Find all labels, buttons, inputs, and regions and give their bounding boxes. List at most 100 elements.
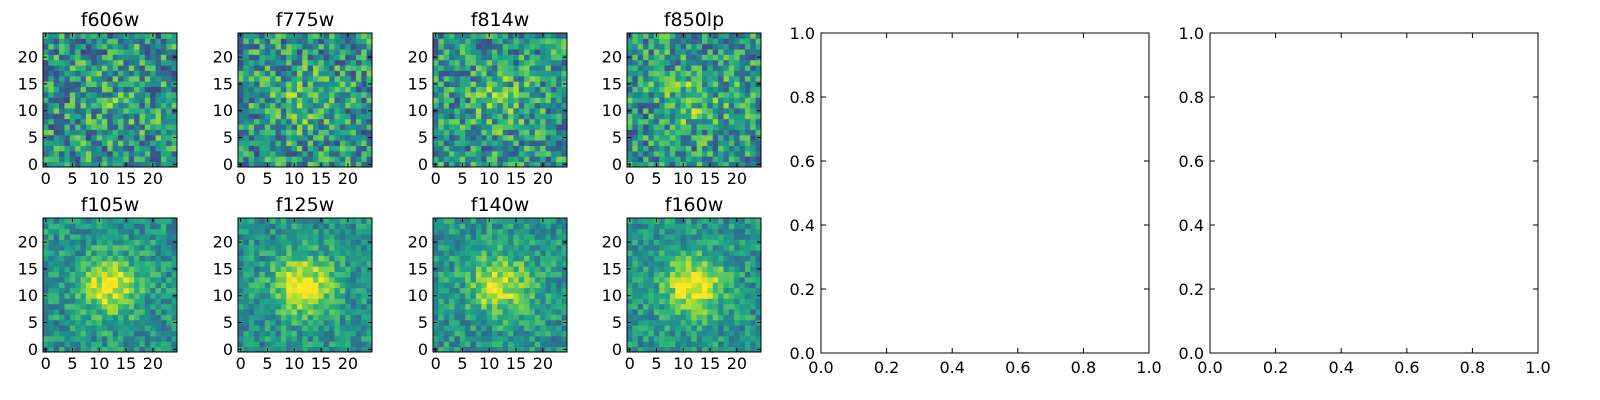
pixel [438,276,445,283]
pixel [307,250,314,256]
pixel [64,65,71,71]
pixel [91,129,97,136]
pixel [296,287,303,294]
pixel [475,298,482,305]
pixel [755,271,762,278]
pixel [150,118,156,125]
pixel [433,145,439,152]
pixel [750,161,757,168]
pixel [718,65,724,71]
pixel [475,228,482,235]
pixel [243,81,250,87]
pixel [502,91,509,98]
pixel [545,309,552,315]
pixel [302,108,309,114]
pixel [355,156,362,163]
pixel [53,325,60,331]
pixel [139,228,146,235]
pixel [459,59,466,66]
pixel [59,271,65,278]
pixel [350,97,357,104]
pixel [454,234,461,240]
pixel [101,255,108,262]
pixel [171,335,178,342]
pixel [291,43,298,50]
pixel [123,250,130,256]
pixel [248,239,255,246]
pixel [302,271,309,278]
pixel [80,271,87,278]
pixel [128,314,135,321]
pixel [643,314,649,321]
pixel [150,134,156,141]
pixel [443,75,450,82]
pixel [118,134,124,141]
pixel [64,335,71,342]
pixel [669,124,676,130]
pixel [128,341,135,348]
pixel [334,150,341,157]
pixel [707,97,714,104]
pixel [443,129,450,136]
pixel [75,49,81,55]
pixel [739,97,746,104]
pixel [264,309,271,315]
pixel [728,140,735,146]
pixel [627,330,633,337]
pixel [739,325,746,331]
pixel [627,150,633,157]
pixel [707,150,714,157]
panel-title: f850lp [664,9,724,31]
pixel [291,223,298,230]
pixel [69,140,76,146]
pixel [685,293,692,299]
pixel [449,346,455,353]
pixel [550,43,557,50]
pixel [80,223,87,230]
pixel [465,102,471,109]
pixel [318,239,325,246]
pixel [696,298,703,305]
pixel [438,255,445,262]
pixel [534,91,541,98]
pixel [524,124,530,130]
pixel [238,228,244,235]
pixel [449,244,455,251]
pixel [627,271,633,278]
pixel [128,330,135,337]
pixel [685,129,692,136]
pixel [680,102,687,109]
pixel [465,330,471,337]
pixel [91,161,97,168]
pixel [275,282,282,289]
pixel [96,319,103,326]
pixel [238,223,244,230]
pixel [313,91,319,98]
pixel [643,70,649,77]
pixel [734,330,740,337]
pixel [91,140,97,146]
pixel [318,102,325,109]
pixel [534,239,541,246]
pixel [339,150,346,157]
pixel [534,218,541,224]
pixel [556,287,563,294]
pixel [680,129,687,136]
pixel [739,86,746,93]
pixel [524,282,530,289]
pixel [739,140,746,146]
pixel [443,244,450,251]
pixel [648,303,655,310]
pixel [438,118,445,125]
pixel [160,266,167,272]
pixel [166,330,173,337]
pixel [481,65,487,71]
pixel [150,335,156,342]
pixel [123,309,130,315]
pixel [150,314,156,321]
y-tick-label: 10 [18,286,38,305]
pixel [264,244,271,251]
pixel [275,49,282,55]
pixel [155,129,162,136]
pixel [481,81,487,87]
